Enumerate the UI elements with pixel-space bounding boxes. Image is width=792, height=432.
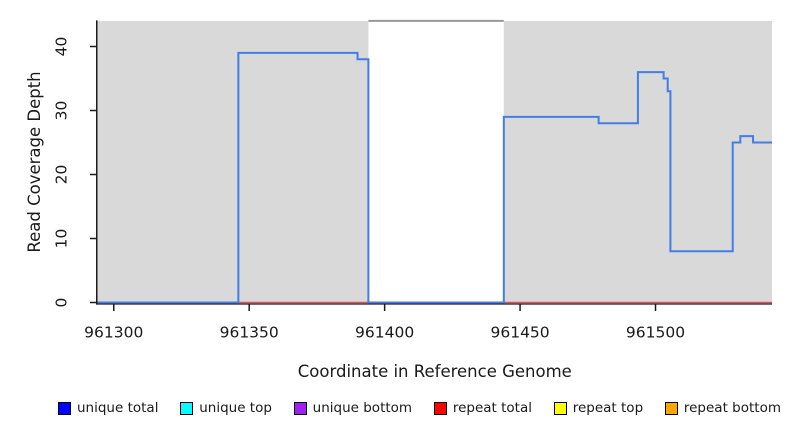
legend-swatch-unique-bottom xyxy=(293,401,307,415)
legend-swatch-repeat-total xyxy=(433,401,447,415)
series-line-unique-total xyxy=(97,51,772,304)
legend-item-unique-total: unique total xyxy=(58,400,158,416)
legend-swatch-repeat-bottom xyxy=(664,401,678,415)
legend-label-unique-top: unique top xyxy=(199,400,272,416)
y-axis-label: Read Coverage Depth xyxy=(25,71,44,252)
y-tick-label: 10 xyxy=(53,229,71,249)
legend-item-repeat-bottom: repeat bottom xyxy=(664,400,781,416)
x-tick-label: 961450 xyxy=(490,324,549,342)
legend-label-unique-total: unique total xyxy=(77,400,159,416)
x-tick-label: 961300 xyxy=(84,324,143,342)
legend-item-repeat-total: repeat total xyxy=(433,400,532,416)
x-tick-label: 961500 xyxy=(626,324,685,342)
y-tick-label: 30 xyxy=(53,101,71,121)
legend-item-repeat-top: repeat top xyxy=(553,400,644,416)
legend-label-repeat-top: repeat top xyxy=(572,400,644,416)
legend-swatch-unique-total xyxy=(58,401,71,415)
unique-region-shading xyxy=(97,20,369,304)
legend: unique total unique top unique bottom repea… xyxy=(58,397,781,419)
legend-label-repeat-total: repeat total xyxy=(452,400,532,416)
legend-label-unique-bottom: unique bottom xyxy=(312,400,413,416)
legend-swatch-unique-top xyxy=(180,401,194,415)
y-tick-label: 40 xyxy=(53,37,71,57)
y-tick-label: 0 xyxy=(53,298,71,308)
legend-item-unique-top: unique top xyxy=(180,400,272,416)
x-axis-label: Coordinate in Reference Genome xyxy=(298,362,572,381)
legend-item-unique-bottom: unique bottom xyxy=(293,400,413,416)
legend-swatch-repeat-top xyxy=(553,401,567,415)
x-tick-label: 961400 xyxy=(355,324,414,342)
y-tick-label: 20 xyxy=(53,165,71,185)
unique-region-shading xyxy=(503,20,772,304)
x-tick-label: 961350 xyxy=(220,324,279,342)
legend-label-repeat-bottom: repeat bottom xyxy=(683,400,781,416)
